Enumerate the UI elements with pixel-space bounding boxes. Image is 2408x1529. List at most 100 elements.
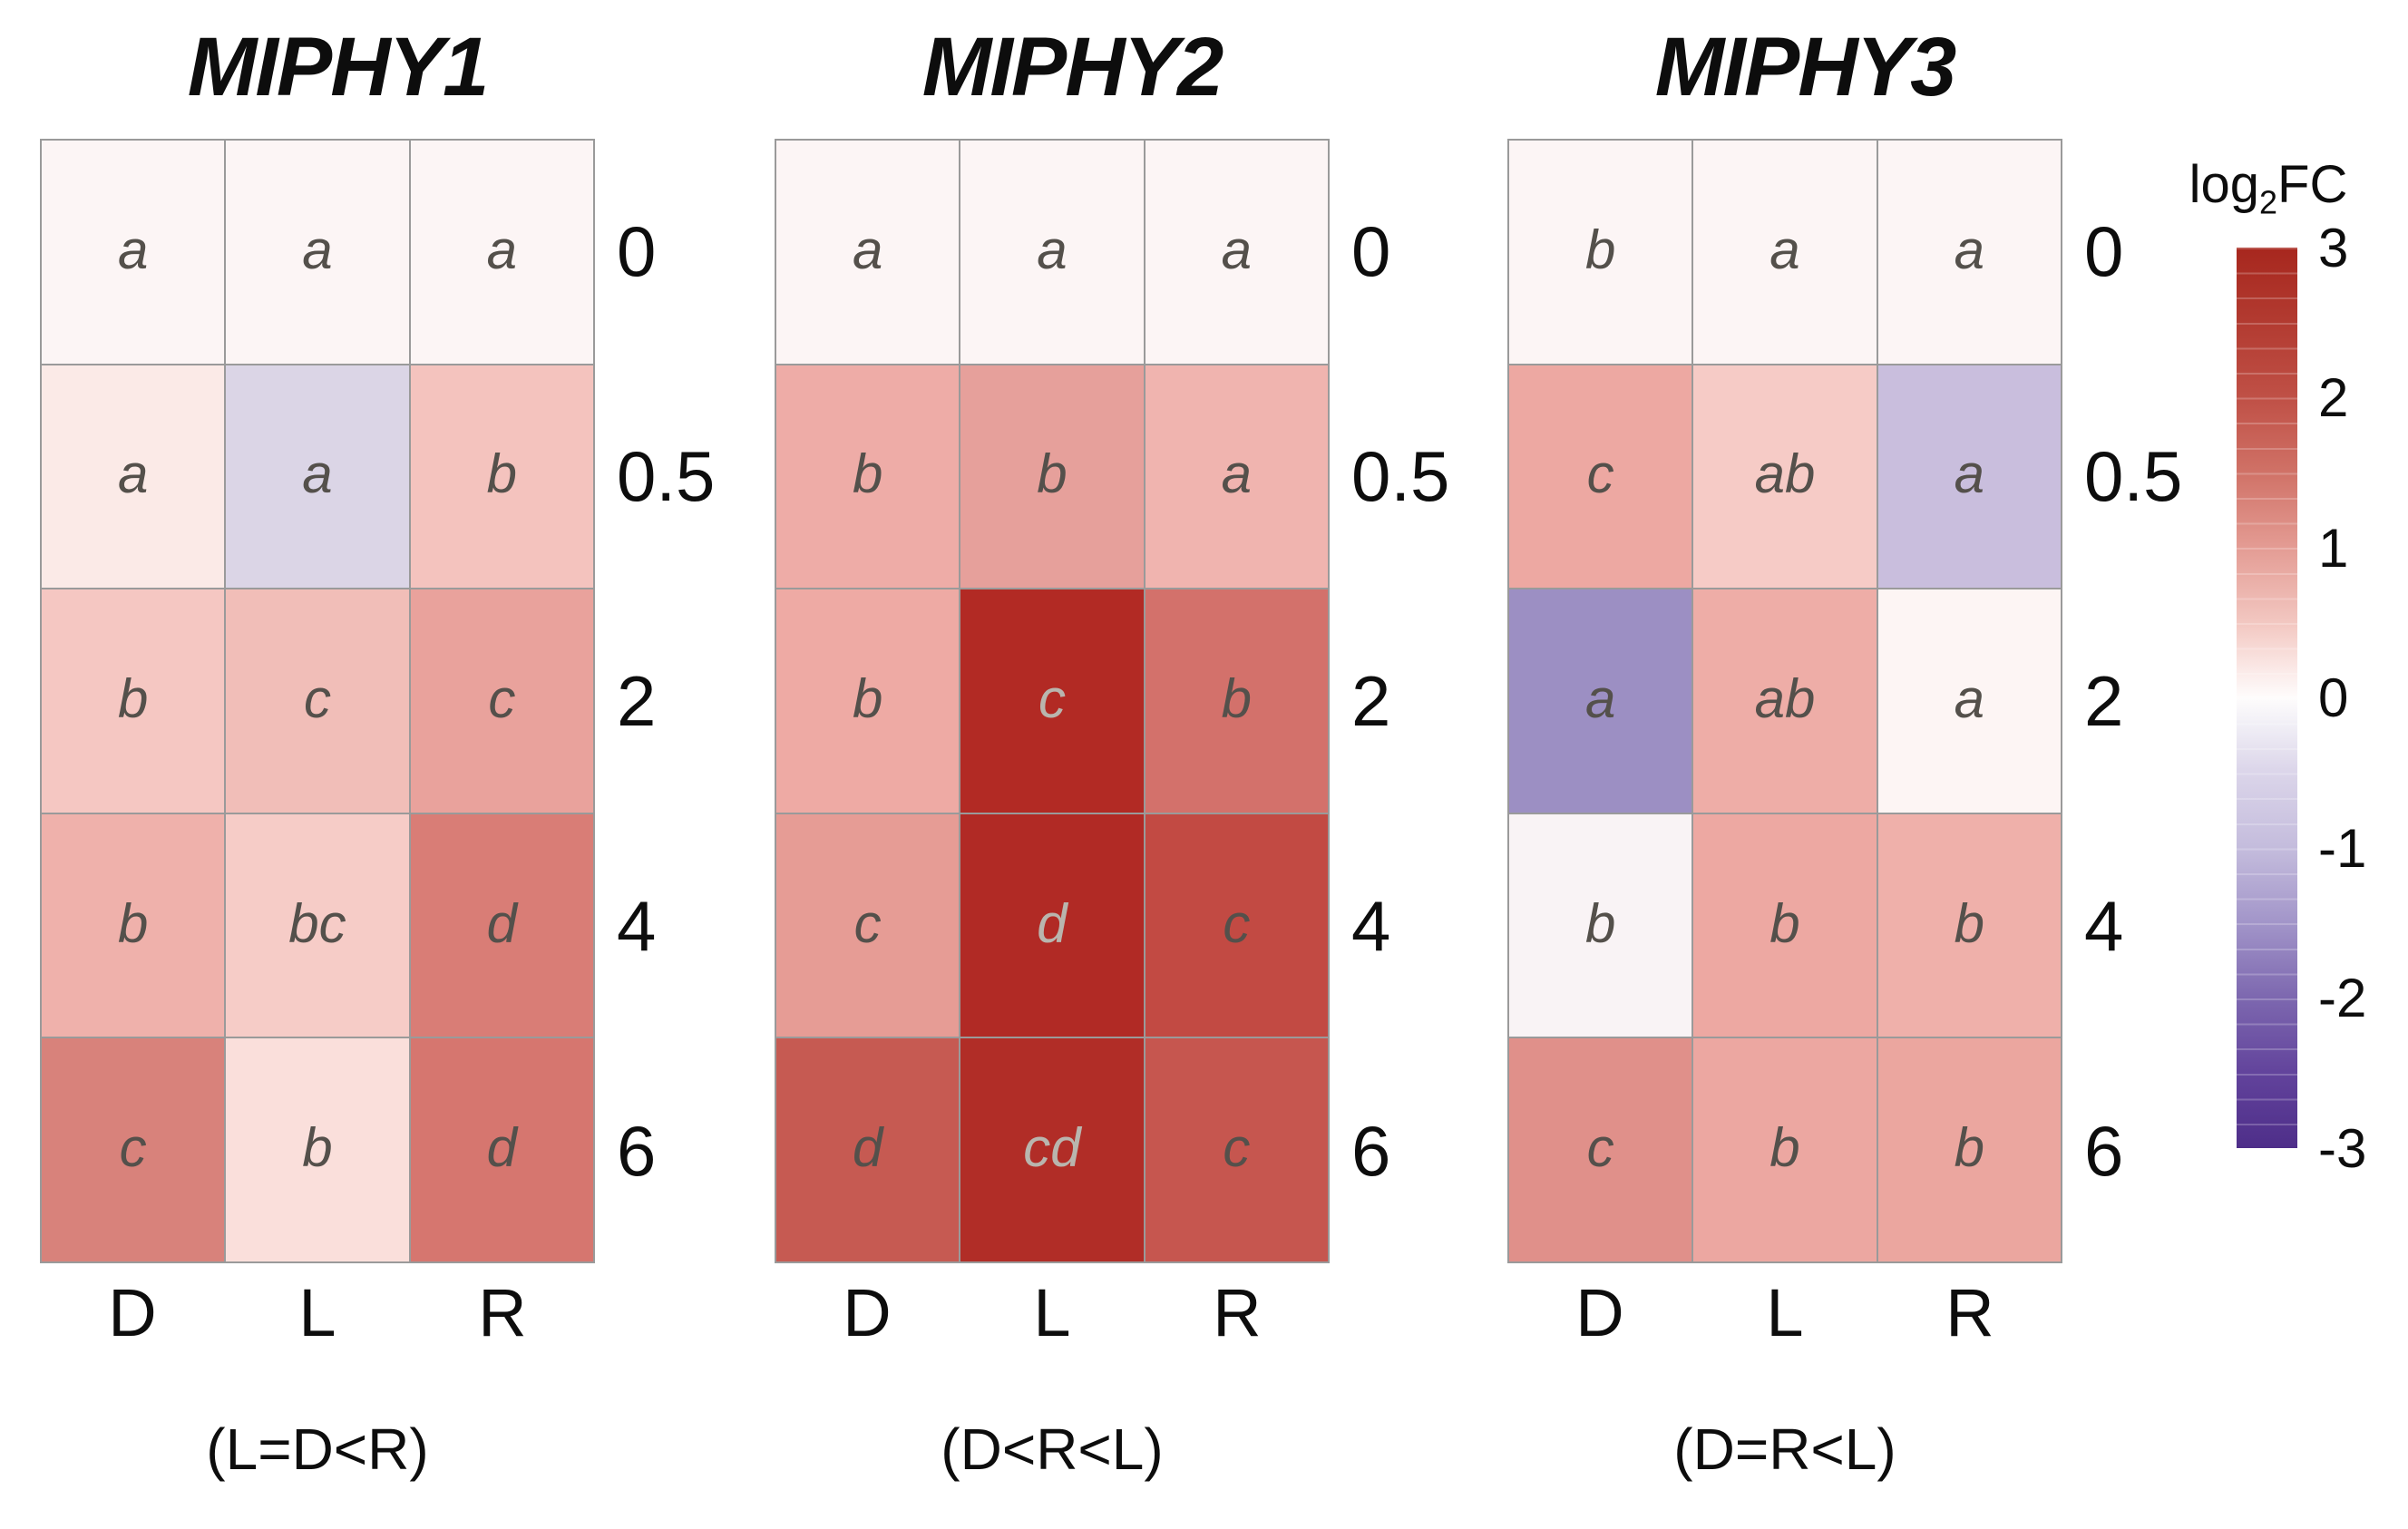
heatmap-cell: b <box>960 365 1144 589</box>
heatmap-cell: b <box>42 813 225 1037</box>
column-axis-label-treatment: R <box>1213 1275 1262 1350</box>
cell-significance-letter: d <box>852 1117 883 1179</box>
row-axis-label-timepoint: 0 <box>617 210 657 291</box>
column-axis-label-treatment: L <box>1766 1275 1804 1350</box>
row-axis-label-timepoint: 0.5 <box>1351 435 1450 516</box>
heatmap-cell: b <box>1877 813 2061 1037</box>
cell-significance-letter: c <box>1038 667 1066 729</box>
row-axis-label-timepoint: 0.5 <box>2084 435 2183 516</box>
cell-significance-letter: b <box>1954 892 1984 954</box>
heatmap-cell: b <box>1145 589 1328 813</box>
cell-significance-letter: a <box>486 219 517 280</box>
heatmap-cell: b <box>776 589 960 813</box>
row-axis-label-timepoint: 6 <box>2084 1110 2124 1191</box>
row-axis-label-timepoint: 0 <box>1351 210 1391 291</box>
heatmap-cell: a <box>1877 141 2061 364</box>
cell-significance-letter: b <box>852 667 883 729</box>
heatmap-cell: d <box>776 1038 960 1261</box>
row-axis-label-timepoint: 2 <box>617 660 657 741</box>
column-axis-label-treatment: D <box>843 1275 892 1350</box>
row-axis-label-timepoint: 0.5 <box>617 435 716 516</box>
cell-significance-letter: c <box>1223 1117 1251 1179</box>
colorbar-title-rest: FC <box>2277 155 2348 214</box>
heatmap-cell: d <box>410 1038 593 1261</box>
heatmap-cell: b <box>1693 1038 1877 1261</box>
colorbar-tick-label: -1 <box>2318 817 2367 879</box>
heatmap-cell: b <box>410 365 593 589</box>
cell-significance-letter: a <box>852 219 883 280</box>
heatmap-cell: a <box>960 141 1144 364</box>
cell-significance-letter: b <box>117 667 149 729</box>
row-axis-label-timepoint: 4 <box>2084 885 2124 966</box>
cell-significance-letter: b <box>1584 219 1616 280</box>
colorbar-tick-label: 2 <box>2318 367 2349 428</box>
row-axis-label-timepoint: 0 <box>2084 210 2124 291</box>
heatmap-cell: a <box>42 141 225 364</box>
heatmap-cell: b <box>226 1038 409 1261</box>
cell-significance-letter: c <box>119 1117 147 1179</box>
heatmap-title: MIPHY1 <box>187 21 490 113</box>
heatmap-cell: c <box>1145 813 1328 1037</box>
heatmap-grid: b a a c ab a a ab a b b b c b b <box>1507 139 2062 1263</box>
cell-significance-letter: a <box>117 219 149 280</box>
heatmap-cell: d <box>410 813 593 1037</box>
column-order-annotation: (D<R<L) <box>941 1417 1164 1482</box>
cell-significance-letter: a <box>1221 219 1252 280</box>
column-axis-label-treatment: D <box>108 1275 157 1350</box>
row-axis-label-timepoint: 4 <box>1351 885 1391 966</box>
cell-significance-letter: b <box>1954 1117 1984 1179</box>
cell-significance-letter: c <box>1586 443 1614 505</box>
cell-significance-letter: a <box>1954 443 1984 505</box>
row-axis-label-timepoint: 4 <box>617 885 657 966</box>
cell-significance-letter: b <box>117 892 149 954</box>
cell-significance-letter: a <box>302 219 333 280</box>
cell-significance-letter: b <box>1584 892 1616 954</box>
cell-significance-letter: c <box>1586 1117 1614 1179</box>
heatmap-cell: a <box>1145 365 1328 589</box>
heatmap-cell: a <box>1145 141 1328 364</box>
row-axis-label-timepoint: 2 <box>1351 660 1391 741</box>
column-axis-label-treatment: R <box>478 1275 527 1350</box>
heatmap-cell: bc <box>226 813 409 1037</box>
column-axis-label-treatment: R <box>1945 1275 1994 1350</box>
cell-significance-letter: a <box>302 443 333 505</box>
cell-significance-letter: a <box>1037 219 1068 280</box>
heatmap-cell: c <box>776 813 960 1037</box>
cell-significance-letter: c <box>488 667 516 729</box>
heatmap-cell: a <box>1509 589 1692 813</box>
cell-significance-letter: c <box>853 892 882 954</box>
heatmap-cell: ab <box>1693 365 1877 589</box>
column-axis-label-treatment: L <box>1033 1275 1071 1350</box>
heatmap-cell: d <box>960 813 1144 1037</box>
cell-significance-letter: a <box>1769 219 1800 280</box>
cell-significance-letter: ab <box>1754 443 1816 505</box>
colorbar-tick-label: 3 <box>2318 217 2349 278</box>
heatmap-cell: b <box>42 589 225 813</box>
cell-significance-letter: a <box>1954 667 1984 729</box>
column-axis-label-treatment: D <box>1575 1275 1624 1350</box>
heatmap-cell: c <box>960 589 1144 813</box>
colorbar-gradient <box>2237 248 2297 1148</box>
column-order-annotation: (L=D<R) <box>206 1417 429 1482</box>
heatmap-cell: ab <box>1693 589 1877 813</box>
cell-significance-letter: d <box>486 892 517 954</box>
cell-significance-letter: a <box>1954 219 1984 280</box>
column-order-annotation: (D=R<L) <box>1673 1417 1896 1482</box>
cell-significance-letter: cd <box>1023 1117 1081 1179</box>
colorbar-tick-label: 1 <box>2318 517 2349 579</box>
heatmap-cell: a <box>1693 141 1877 364</box>
heatmap-cell: a <box>1877 365 2061 589</box>
row-axis-label-timepoint: 6 <box>617 1110 657 1191</box>
heatmap-cell: b <box>776 365 960 589</box>
colorbar-tick-label: -2 <box>2318 968 2367 1028</box>
cell-significance-letter: c <box>303 667 331 729</box>
heatmap-cell: a <box>410 141 593 364</box>
row-axis-label-timepoint: 2 <box>2084 660 2124 741</box>
cell-significance-letter: b <box>852 443 883 505</box>
cell-significance-letter: b <box>486 443 517 505</box>
heatmap-cell: cd <box>960 1038 1144 1261</box>
cell-significance-letter: ab <box>1754 667 1816 729</box>
heatmap-cell: a <box>1877 589 2061 813</box>
colorbar-title: log2FC <box>2178 155 2359 221</box>
